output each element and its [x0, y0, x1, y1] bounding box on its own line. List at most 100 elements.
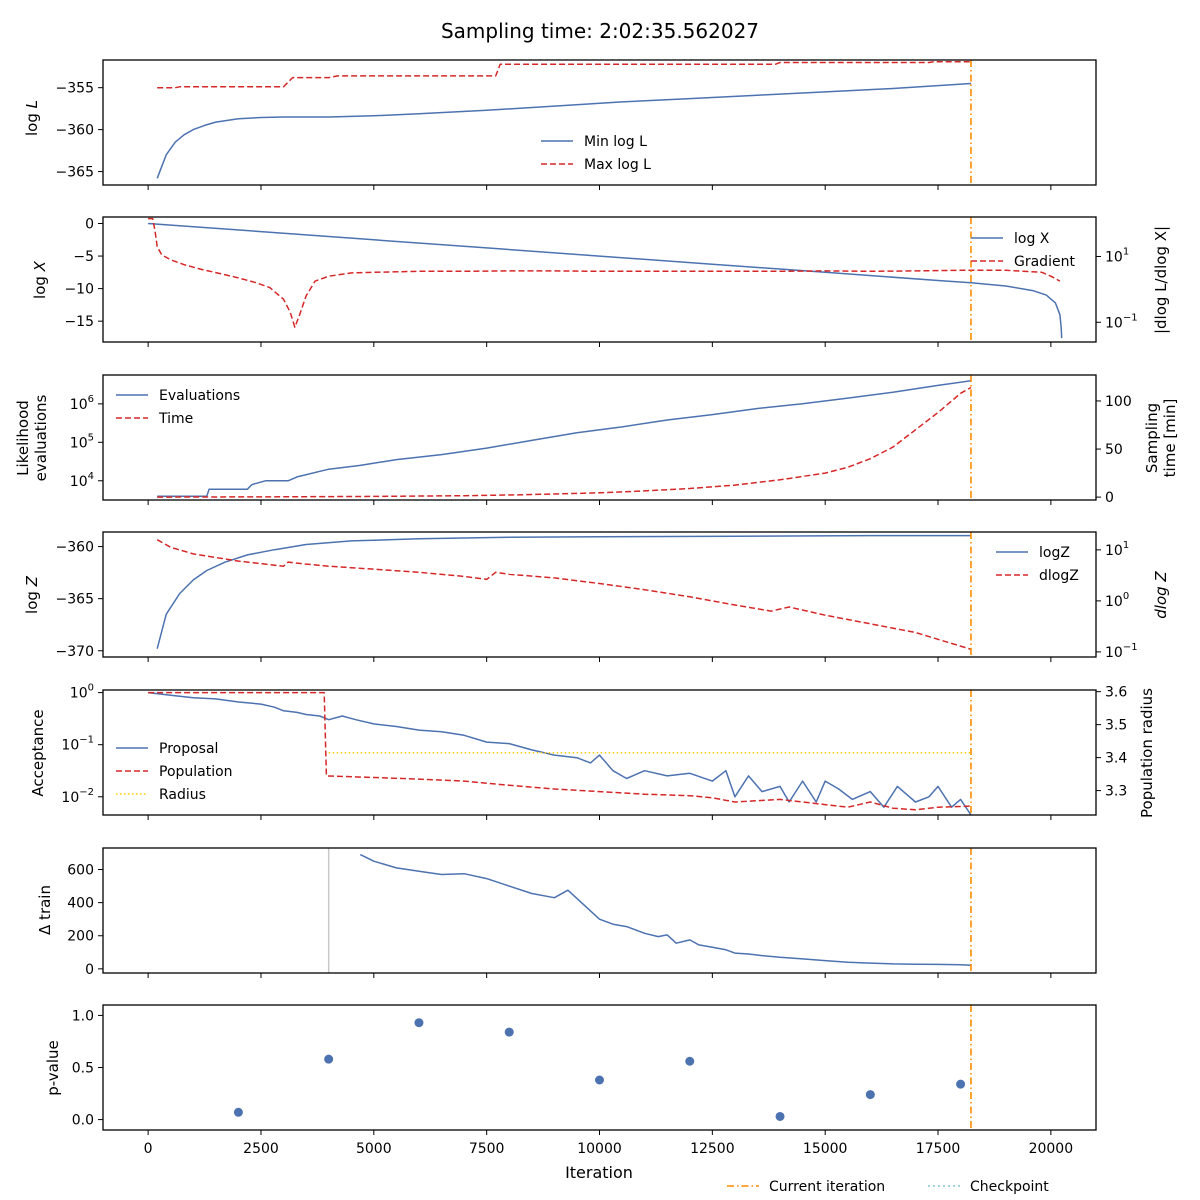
y-tick-label: 105	[70, 432, 94, 451]
legend-label-0: log X	[1014, 231, 1050, 247]
legend-label-0: Evaluations	[159, 388, 240, 404]
panel-1-legend: Min log L Max log L	[541, 134, 651, 173]
y2-tick-label: 3.3	[1105, 784, 1127, 800]
series-evaluations-line	[157, 380, 972, 497]
legend-label-1: Max log L	[584, 157, 651, 173]
panel-7-frame	[102, 1004, 1097, 1131]
y-axis-label: Δ train	[36, 885, 54, 935]
x-tick-label: 15000	[803, 1141, 848, 1157]
legend-label-1: dlogZ	[1039, 568, 1079, 584]
y-axis-label: log X	[31, 260, 49, 299]
x-tick-label: 20000	[1029, 1141, 1074, 1157]
p-value-point	[414, 1018, 424, 1028]
y2-tick-label: 100	[1105, 591, 1129, 610]
panel-3-frame	[102, 374, 1097, 501]
series-min-log-l-line	[156, 82, 972, 179]
p-value-point	[595, 1075, 604, 1085]
y-tick-label: 0.0	[72, 1113, 94, 1129]
legend-label-0: Proposal	[159, 741, 218, 757]
y-tick-label: 0.5	[72, 1061, 94, 1077]
panel-6-plot-area	[327, 848, 972, 973]
panel-5-plot-area	[148, 690, 972, 816]
p-value-point	[324, 1054, 334, 1064]
panel-1-plot-area	[156, 60, 972, 185]
y2-axis-label: dlog Z	[1152, 571, 1170, 619]
legend-label-0: logZ	[1039, 545, 1070, 561]
panel-5-frame	[102, 689, 1097, 816]
series-log-x-line	[148, 222, 1063, 339]
panel-4-frame	[102, 531, 1097, 658]
y-tick-label: −10	[64, 282, 94, 298]
y-tick-label: −355	[56, 81, 94, 97]
x-axis-label: Iteration	[565, 1163, 633, 1182]
y2-tick-label: 3.6	[1105, 685, 1127, 701]
y2-tick-label: 0	[1105, 490, 1114, 506]
y-tick-label: 200	[67, 929, 94, 945]
y-tick-label: −370	[56, 644, 94, 660]
p-value-point	[775, 1111, 785, 1121]
legend-label-1: Gradient	[1014, 254, 1075, 270]
p-value-point	[233, 1107, 243, 1117]
y-tick-label: 0	[85, 962, 94, 978]
panel-4-legend: logZ dlogZ	[996, 545, 1079, 584]
y-tick-label: 600	[67, 863, 94, 879]
panel-3: 106 105 104 100 50 0 Likelihoodevaluations Samp…	[14, 374, 1179, 506]
panel-1: −355 −360 −365 log L Min log L Max log L	[23, 59, 1097, 190]
p-value-point	[865, 1090, 875, 1100]
legend-label-1: Time	[158, 411, 193, 427]
legend-label-2: Radius	[159, 787, 206, 803]
panel-2-legend: log X Gradient	[971, 231, 1075, 270]
x-tick-label: 17500	[916, 1141, 961, 1157]
y-axis-label: Acceptance	[29, 709, 47, 796]
panel-2-plot-area	[148, 217, 1063, 342]
y-tick-label: −365	[56, 165, 94, 181]
y-tick-label: −360	[56, 540, 94, 556]
panel-7: 1.0 0.5 0.0 p-value	[44, 1004, 1097, 1135]
y2-axis-label: Samplingtime [min]	[1143, 399, 1179, 478]
y2-axis-label: |dlog L/dlog X|	[1152, 226, 1170, 334]
y-tick-label: 10−1	[61, 735, 94, 754]
y2-tick-label: 101	[1105, 540, 1129, 559]
figure-legend: Current iteration Checkpoint	[727, 1179, 1049, 1195]
panel-7-plot-area	[233, 1005, 972, 1130]
y-axis-label: p-value	[44, 1040, 62, 1096]
panel-3-legend: Evaluations Time	[116, 388, 240, 427]
panel-5-legend: Proposal Population Radius	[116, 741, 233, 803]
y-tick-label: 10−2	[61, 787, 94, 806]
y-tick-label: 100	[70, 683, 94, 702]
figure-title: Sampling time: 2:02:35.562027	[441, 19, 759, 43]
y-tick-label: 104	[70, 471, 94, 490]
y2-tick-label: 10−1	[1105, 642, 1138, 661]
y-tick-label: −365	[56, 592, 94, 608]
x-tick-label: 12500	[690, 1141, 735, 1157]
panels: −355 −360 −365 log L Min log L Max log L 0 −5 −1…	[14, 59, 1179, 1135]
x-tick-label: 2500	[243, 1141, 279, 1157]
series-delta-train-line	[359, 853, 972, 966]
x-tick-label: 5000	[356, 1141, 392, 1157]
y2-tick-label: 3.4	[1105, 751, 1127, 767]
y2-tick-label: 50	[1105, 442, 1123, 458]
x-axis: 0 2500 5000 7500 10000 12500 15000 17500 20000	[144, 1141, 1073, 1157]
x-tick-label: 10000	[577, 1141, 622, 1157]
panel-3-plot-area	[157, 375, 972, 500]
panel-2-frame	[102, 216, 1097, 343]
y-tick-label: 106	[70, 394, 94, 413]
y-axis-label: Likelihoodevaluations	[14, 394, 50, 481]
legend-checkpoint-label: Checkpoint	[970, 1179, 1049, 1195]
y2-tick-label: 100	[1105, 394, 1132, 410]
series-proposal-line	[148, 691, 972, 816]
series-population-line	[148, 691, 972, 811]
y-axis-label: log Z	[23, 575, 41, 614]
series-logz-line	[156, 534, 971, 649]
p-value-point	[685, 1056, 695, 1066]
y-axis-label: log L	[23, 100, 41, 136]
series-time-line	[157, 386, 972, 498]
y2-axis-label: Population radius	[1138, 688, 1156, 818]
y-tick-label: −360	[56, 123, 94, 139]
panel-6-frame	[102, 847, 1097, 974]
y2-tick-label: 10−1	[1105, 312, 1138, 331]
y-tick-label: −5	[73, 249, 94, 265]
panel-5: 100 10−1 10−2 3.6 3.5 3.4 3.3 Acceptance Populat…	[29, 683, 1156, 820]
y-tick-label: 400	[67, 896, 94, 912]
